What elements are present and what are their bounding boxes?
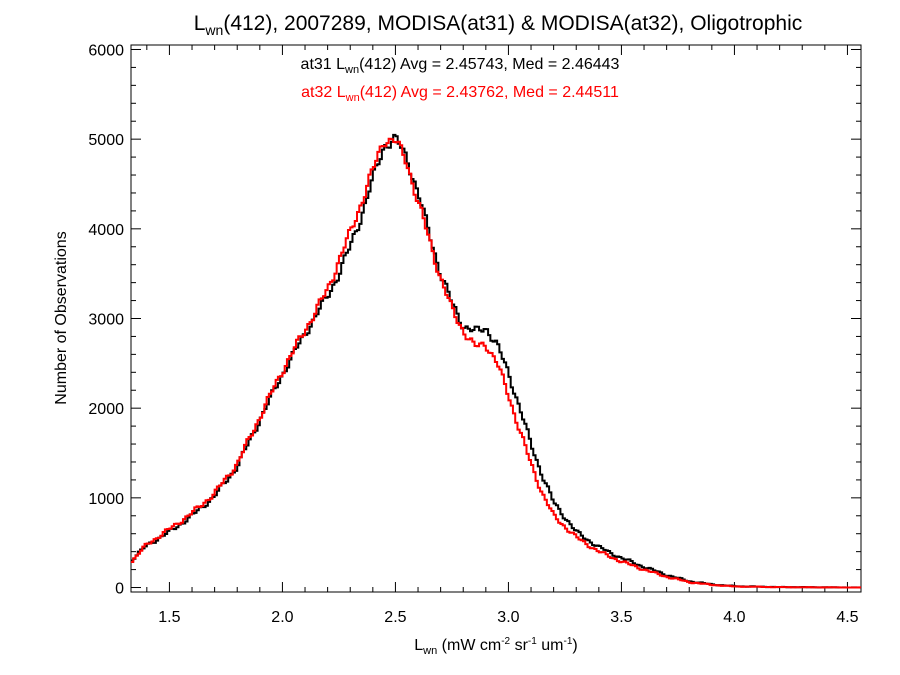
x-label-main: L <box>414 637 423 654</box>
title-subscript: wn <box>204 22 223 38</box>
y-tick-label: 2000 <box>88 401 124 418</box>
series-group <box>131 133 861 589</box>
x-tick-label: 4.0 <box>723 609 745 626</box>
x-label-close: ) <box>572 637 577 654</box>
y-tick-label: 6000 <box>88 42 124 59</box>
plot-frame <box>130 44 862 593</box>
title-prefix: L <box>194 12 206 35</box>
x-label-mid: sr <box>510 637 528 654</box>
annotation-at31-rest: (412) Avg = 2.45743, Med = 2.46443 <box>359 56 619 73</box>
y-axis: 0 1000 2000 3000 4000 5000 6000 <box>88 42 861 598</box>
x-label-sup3: -1 <box>563 636 572 647</box>
title-rest: (412), 2007289, MODISA(at31) & MODISA(at… <box>223 12 802 35</box>
y-tick-label: 0 <box>115 581 124 598</box>
y-tick-label: 1000 <box>88 491 124 508</box>
chart-title: Lwn(412), 2007289, MODISA(at31) & MODISA… <box>194 12 803 38</box>
annotation-at32-rest: (412) Avg = 2.43762, Med = 2.44511 <box>360 84 619 101</box>
annotation-at32: at32 Lwn(412) Avg = 2.43762, Med = 2.445… <box>301 84 619 104</box>
x-tick-label: 3.0 <box>497 609 519 626</box>
x-label-sup1: -2 <box>501 636 510 647</box>
x-label-sup2: -1 <box>528 636 537 647</box>
x-axis-label: Lwn (mW cm-2 sr-1 um-1) <box>414 636 577 657</box>
annotation-at31-prefix: at31 L <box>301 56 346 73</box>
x-tick-label: 1.5 <box>158 609 180 626</box>
x-label-subscript: wn <box>422 645 437 657</box>
x-tick-label: 4.5 <box>836 609 858 626</box>
annotation-at32-prefix: at32 L <box>301 84 346 101</box>
x-label-end: um <box>537 637 564 654</box>
annotation-at31: at31 Lwn(412) Avg = 2.45743, Med = 2.464… <box>301 56 620 76</box>
y-tick-label: 3000 <box>88 312 124 329</box>
annotation-at31-subscript: wn <box>344 64 359 76</box>
y-tick-label: 4000 <box>88 222 124 239</box>
x-label-rest: (mW cm <box>437 637 501 654</box>
y-axis-label: Number of Observations <box>53 231 70 404</box>
y-tick-label: 5000 <box>88 132 124 149</box>
x-tick-label: 2.0 <box>271 609 293 626</box>
x-tick-label: 2.5 <box>384 609 406 626</box>
x-axis: 1.5 2.0 2.5 3.0 3.5 4.0 4.5 <box>146 45 859 626</box>
annotation-at32-subscript: wn <box>345 92 360 104</box>
series-line-at32 <box>131 137 861 589</box>
x-tick-label: 3.5 <box>610 609 632 626</box>
